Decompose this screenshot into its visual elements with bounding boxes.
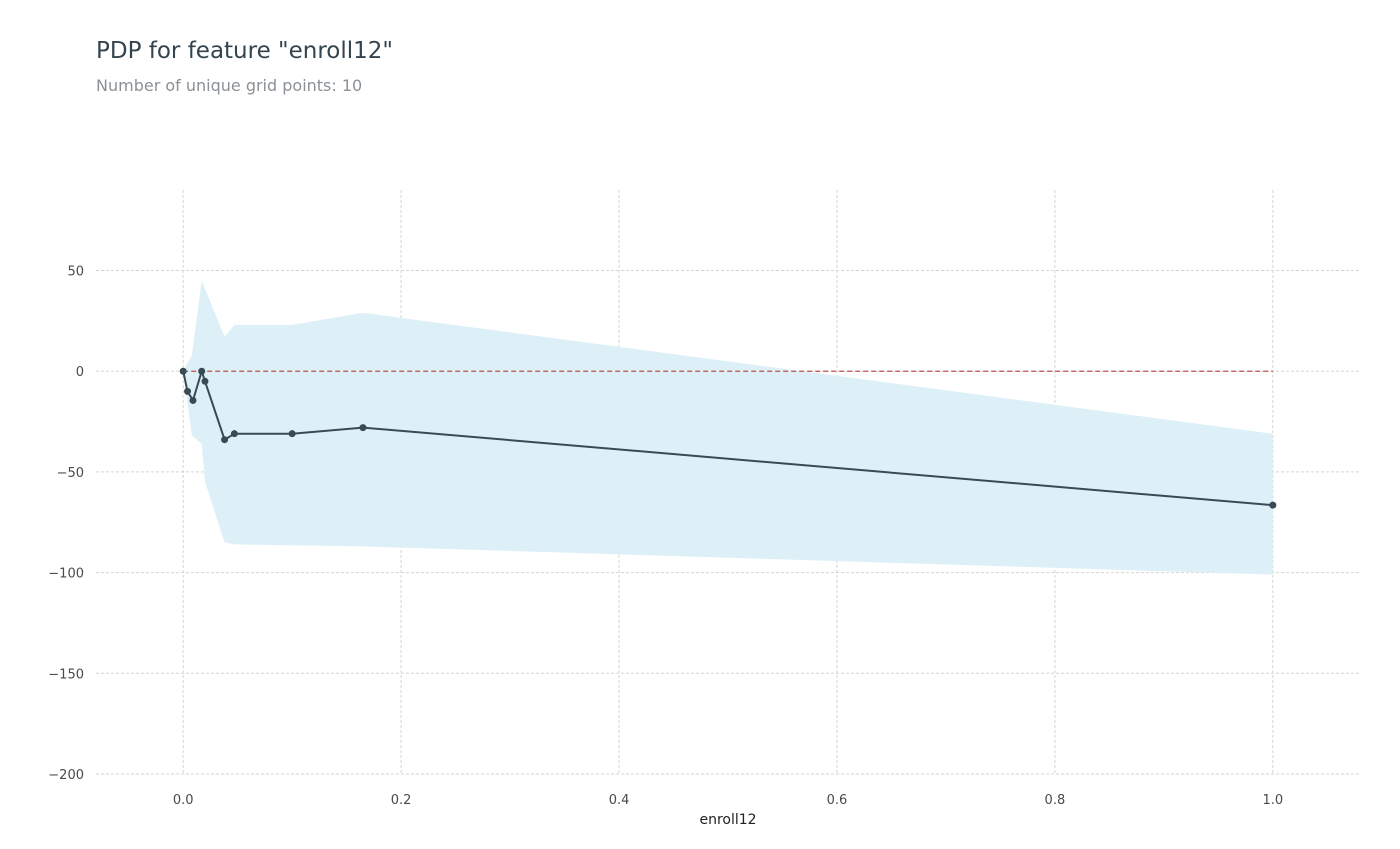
x-tick-label: 0.0: [173, 793, 194, 808]
x-tick-label: 0.4: [609, 793, 630, 808]
y-tick-label: −150: [48, 667, 84, 682]
x-axis-label: enroll12: [699, 812, 756, 828]
pdp-point-9: [1269, 501, 1277, 509]
pdp-line: [182, 367, 1273, 507]
chart-title: PDP for feature "enroll12": [96, 38, 394, 64]
y-tick-labels: 50 0 −50 −100 −150 −200: [48, 265, 84, 783]
pdp-point-7: [288, 430, 296, 438]
pdp-point-2: [189, 396, 197, 404]
pdp-point-8: [359, 424, 367, 432]
x-tick-labels: 0.0 0.2 0.4 0.6 0.8 1.0: [173, 793, 1283, 808]
pdp-markers: [179, 367, 1277, 509]
x-tick-label: 0.6: [827, 793, 848, 808]
y-tick-label: −100: [48, 567, 84, 582]
y-tick-label: 0: [76, 365, 84, 380]
pdp-point-3: [198, 367, 206, 375]
x-tick-label: 1.0: [1262, 793, 1283, 808]
y-tick-label: −50: [57, 466, 84, 481]
pdp-point-5: [221, 436, 229, 444]
pdp-point-6: [230, 430, 238, 438]
x-tick-label: 0.8: [1045, 793, 1066, 808]
confidence-band: [183, 280, 1273, 575]
pdp-point-4: [201, 377, 209, 385]
chart-subtitle: Number of unique grid points: 10: [96, 76, 363, 95]
pdp-point-1: [184, 387, 192, 395]
y-tick-label: −200: [48, 768, 84, 783]
y-tick-label: 50: [67, 265, 84, 280]
x-tick-label: 0.2: [391, 793, 412, 808]
pdp-point-0: [179, 367, 187, 375]
